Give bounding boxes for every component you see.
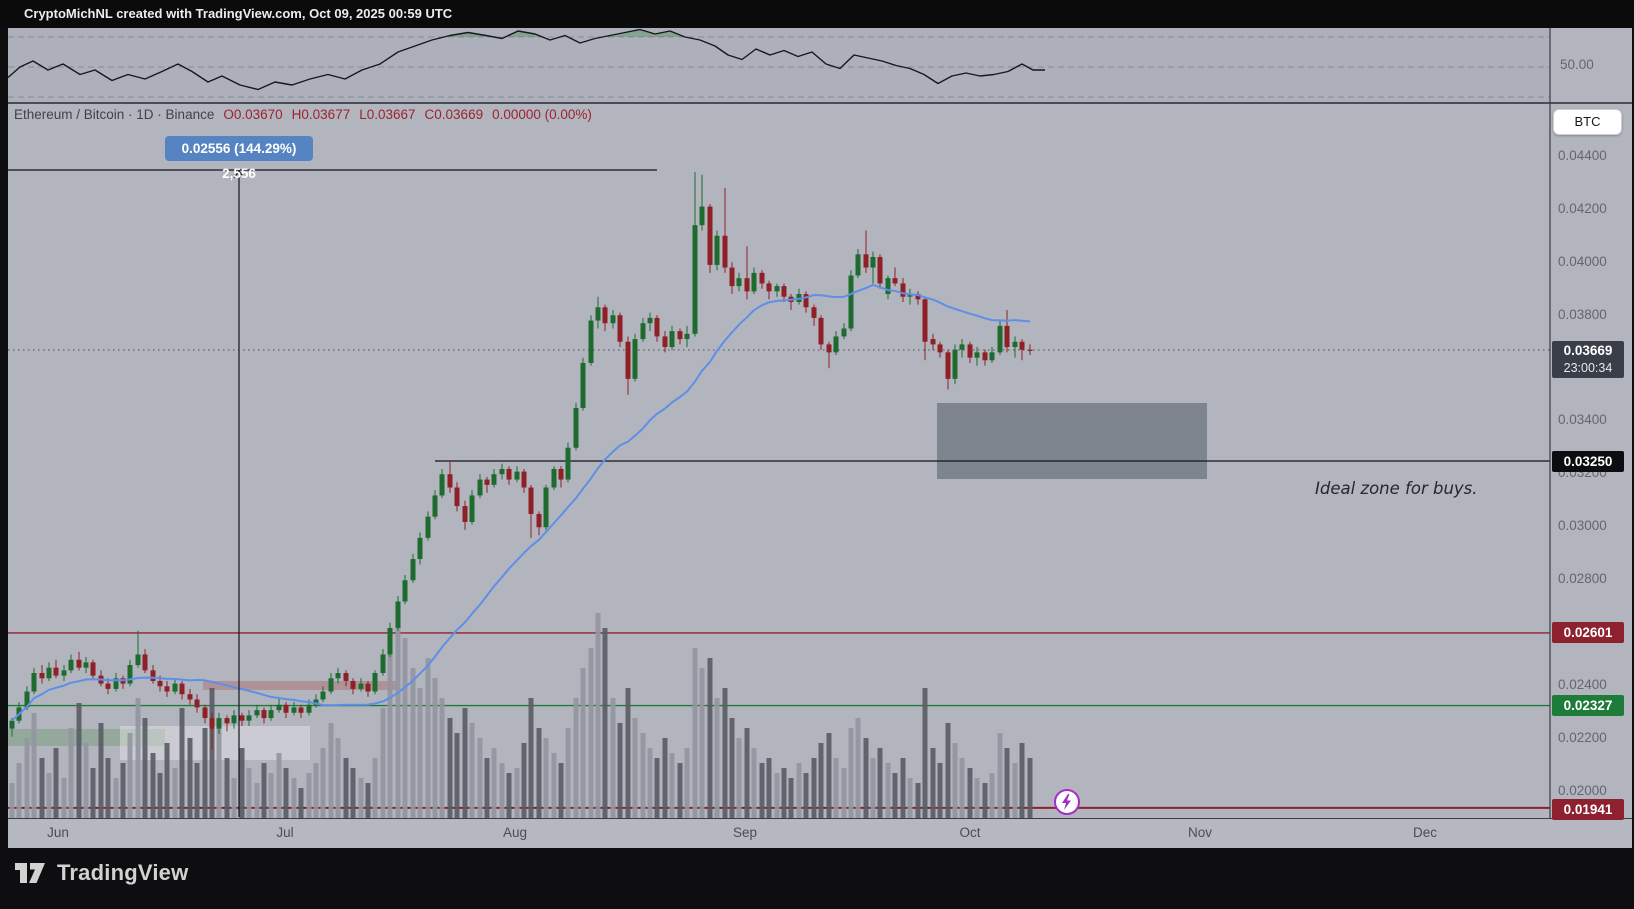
lightning-icon[interactable] [1054, 789, 1080, 815]
price-tick-label: 0.04400 [1558, 148, 1607, 163]
ohlc-low: L0.03667 [359, 107, 416, 122]
level-price-label: 0.01941 [1552, 799, 1624, 820]
attribution-bar: CryptoMichNL created with TradingView.co… [0, 0, 1634, 28]
current-price-label: 0.03669 23:00:34 [1552, 341, 1624, 378]
ideal-zone-annotation[interactable]: Ideal zone for buys. [1315, 479, 1478, 498]
month-label-nov: Nov [1187, 825, 1213, 840]
price-tick-label: 0.02200 [1558, 730, 1607, 745]
price-tick-label: 0.03800 [1558, 307, 1607, 322]
tradingview-logo-text: TradingView [57, 860, 189, 885]
symbol-title[interactable]: Ethereum / Bitcoin · 1D · Binance [14, 107, 215, 122]
price-tick-label: 0.03400 [1558, 412, 1607, 427]
month-label-jun: Jun [47, 825, 69, 840]
ohlc-open: O0.03670 [223, 107, 283, 122]
ohlc-close: C0.03669 [424, 107, 484, 122]
price-tick-label: 0.02000 [1558, 783, 1607, 798]
bar-countdown: 23:00:34 [1563, 361, 1613, 375]
tradingview-logo: TradingView [14, 860, 188, 886]
rsi-level-label: 50.00 [1560, 57, 1594, 72]
price-tick-label: 0.04000 [1558, 254, 1607, 269]
currency-toggle-button[interactable]: BTC [1553, 109, 1622, 135]
ohlc-high: H0.03677 [291, 107, 351, 122]
change-value: 0.00000 (0.00%) [492, 107, 592, 122]
lightning-bolt-glyph [1062, 794, 1071, 810]
symbol-header: Ethereum / Bitcoin · 1D · Binance O0.0367… [14, 107, 592, 122]
month-label-jul: Jul [276, 825, 294, 840]
price-tick-label: 0.02800 [1558, 571, 1607, 586]
price-tick-label: 0.04200 [1558, 201, 1607, 216]
month-label-aug: Aug [502, 825, 528, 840]
tradingview-logo-icon [15, 863, 45, 883]
current-price-value: 0.03669 [1563, 343, 1613, 358]
level-price-label: 0.02327 [1552, 695, 1624, 716]
price-tick-label: 0.02400 [1558, 677, 1607, 692]
month-label-dec: Dec [1412, 825, 1438, 840]
price-axis[interactable] [1550, 28, 1632, 818]
month-label-oct: Oct [959, 825, 981, 840]
price-chart-pane [8, 103, 1550, 818]
rsi-indicator-pane [8, 28, 1550, 103]
month-label-sep: Sep [732, 825, 758, 840]
level-price-label: 0.02601 [1552, 622, 1624, 643]
attribution-text: CryptoMichNL created with TradingView.co… [24, 6, 453, 21]
price-tick-label: 0.03000 [1558, 518, 1607, 533]
level-price-label: 0.03250 [1552, 451, 1624, 472]
measurement-tool-label[interactable]: 0.02556 (144.29%) 2,556 [165, 136, 313, 181]
time-axis[interactable] [8, 818, 1632, 848]
